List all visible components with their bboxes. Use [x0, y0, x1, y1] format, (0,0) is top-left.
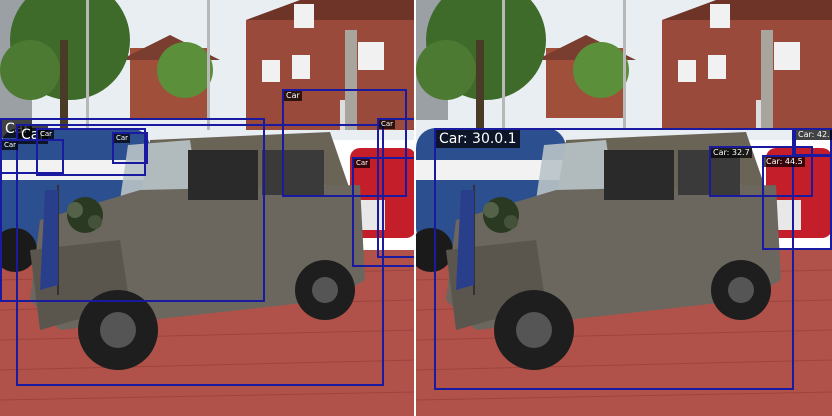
detection-box: Car: 42.	[794, 128, 832, 156]
detection-label: Car: 44.5	[764, 157, 805, 167]
detection-label: Car	[2, 141, 19, 150]
street-scene-photo-right	[416, 0, 832, 416]
right-detection-panel: Car: 30.0.1 Car: 32.7 Car: 44.5 Car: 42.	[416, 0, 832, 416]
detection-label: Car	[354, 159, 371, 168]
detection-box: Car	[36, 128, 146, 176]
detection-box: Car	[352, 157, 416, 267]
detection-label: Car	[284, 91, 302, 101]
detection-label: Car: 32.7	[711, 148, 752, 158]
detection-box: Car	[282, 89, 407, 197]
detection-box: Car	[0, 139, 64, 174]
detection-label: Car	[114, 134, 131, 143]
detection-box: Car	[112, 132, 148, 164]
detection-box: Car: 44.5	[762, 155, 832, 250]
detection-label: Car: 42.	[796, 130, 832, 140]
detection-box: Car: 30.0.1	[434, 128, 794, 390]
detection-label: Car	[379, 120, 396, 129]
detection-label: Car: 30.0.1	[436, 130, 520, 148]
detection-label: Car	[38, 130, 55, 139]
left-detection-panel: Car Car Car Car Car Car Car Car	[0, 0, 416, 416]
detection-box: Car: 32.7	[709, 146, 813, 197]
